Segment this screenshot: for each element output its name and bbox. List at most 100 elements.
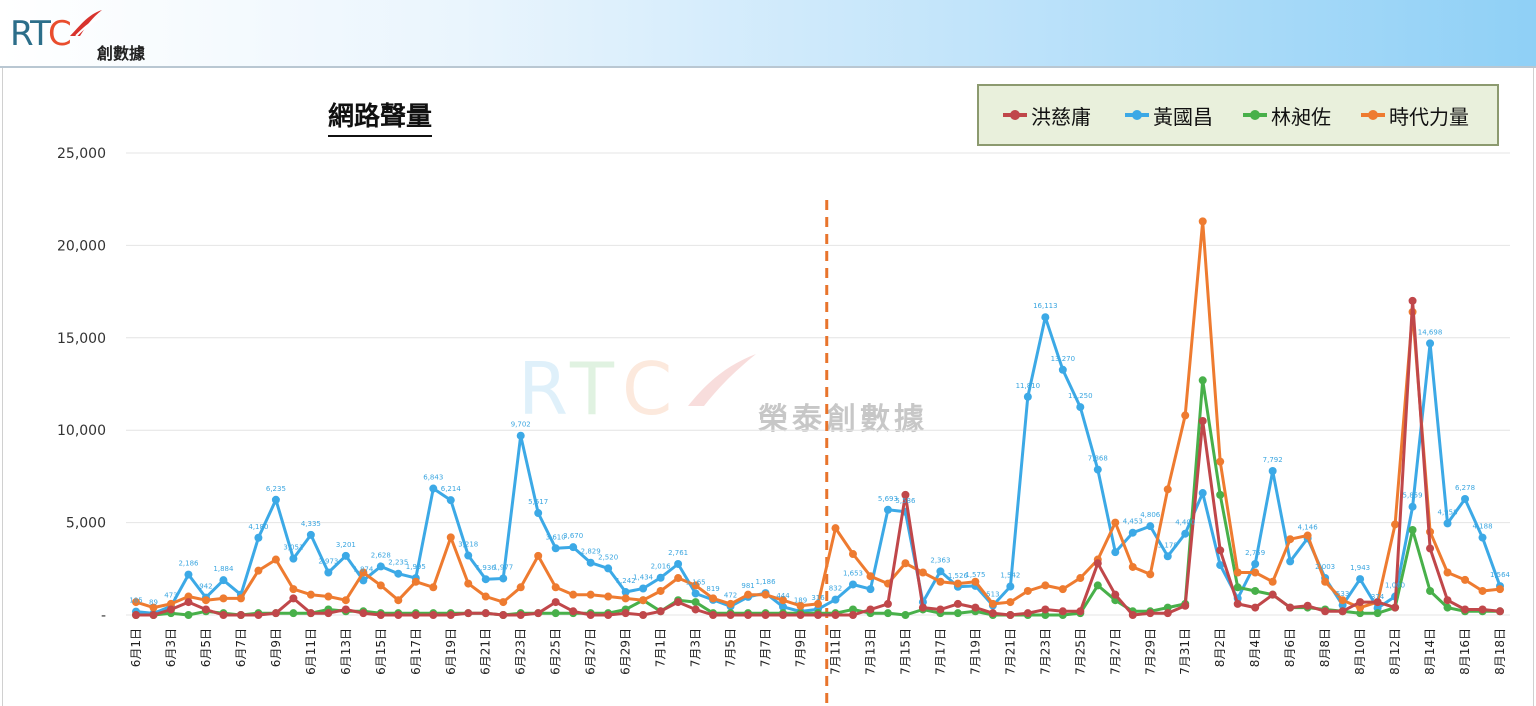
data-point-0 [1058, 607, 1067, 616]
data-point-0 [709, 611, 718, 619]
data-label: 4,958 [1438, 508, 1458, 516]
legend-marker-icon [1003, 110, 1027, 120]
data-point-1 [1408, 502, 1417, 511]
data-point-0 [691, 605, 700, 614]
data-label: 4,335 [301, 520, 321, 528]
data-point-0 [1111, 590, 1120, 599]
y-tick-label: 5,000 [66, 516, 106, 532]
data-point-3 [918, 568, 927, 577]
data-label: 1,542 [1000, 572, 1020, 580]
data-point-3 [166, 599, 175, 608]
x-tick-label: 7月5日 [724, 628, 738, 667]
data-point-2 [953, 609, 962, 618]
data-point-0 [866, 605, 875, 614]
data-point-3 [1391, 520, 1400, 529]
legend-item: 黃國昌 [1125, 86, 1213, 144]
data-label: 533 [1336, 590, 1349, 598]
data-point-3 [866, 572, 875, 581]
data-point-2 [1443, 603, 1452, 612]
data-point-3 [1251, 568, 1260, 577]
data-point-2 [883, 609, 892, 618]
data-point-2 [1093, 581, 1102, 590]
data-point-0 [149, 611, 158, 619]
data-point-2 [1426, 586, 1435, 595]
data-label: 1,000 [1385, 582, 1405, 590]
legend-label: 林昶佐 [1271, 104, 1331, 129]
data-label: 16,113 [1033, 302, 1058, 310]
data-point-1 [848, 580, 857, 589]
data-point-1 [1251, 560, 1260, 569]
x-tick-label: 7月15日 [898, 628, 912, 675]
data-point-3 [569, 590, 578, 599]
data-point-3 [516, 583, 525, 592]
y-tick-label: 20,000 [57, 238, 106, 254]
x-tick-label: 6月7日 [234, 628, 248, 667]
data-point-1 [656, 573, 665, 582]
data-point-0 [1216, 546, 1225, 555]
data-point-0 [1443, 596, 1452, 605]
data-point-1 [1093, 465, 1102, 474]
data-point-3 [1041, 581, 1050, 590]
x-tick-label: 7月11日 [828, 628, 842, 675]
data-point-3 [149, 603, 158, 612]
data-point-1 [219, 576, 228, 585]
data-point-3 [831, 524, 840, 533]
data-point-1 [1006, 582, 1015, 591]
data-point-0 [918, 603, 927, 612]
data-point-1 [639, 584, 648, 593]
data-label: 2,016 [651, 563, 672, 571]
data-point-1 [1163, 552, 1172, 561]
data-label: 3,610 [546, 533, 566, 541]
data-label: 185 [129, 597, 142, 605]
x-tick-label: 6月1日 [129, 628, 143, 667]
data-label: 2,520 [598, 553, 618, 561]
data-point-3 [656, 586, 665, 595]
data-label: 189 [794, 597, 807, 605]
header-bar: RTC 創數據 [0, 0, 1536, 68]
data-point-1 [569, 543, 578, 552]
x-tick-label: 6月3日 [164, 628, 178, 667]
data-point-0 [534, 609, 543, 618]
data-label: 2,759 [1245, 549, 1265, 557]
data-point-1 [1426, 339, 1435, 348]
data-point-0 [1321, 607, 1330, 616]
data-point-0 [761, 611, 770, 619]
data-point-1 [394, 569, 403, 578]
data-point-0 [1163, 609, 1172, 618]
y-tick-label: - [101, 608, 106, 624]
data-label: 444 [776, 592, 790, 600]
data-label: 7,868 [1088, 455, 1108, 463]
watermark-logo: R T C [518, 346, 758, 431]
data-point-3 [499, 598, 508, 607]
data-point-3 [621, 594, 630, 603]
x-tick-label: 7月21日 [1003, 628, 1017, 675]
data-point-3 [1461, 575, 1470, 584]
legend-label: 洪慈庸 [1031, 104, 1091, 129]
legend-marker-icon [1361, 110, 1385, 120]
x-tick-label: 6月5日 [199, 628, 213, 667]
data-label: 2,186 [178, 560, 199, 568]
watermark-text: 榮泰創數據 [758, 402, 928, 437]
data-point-0 [132, 611, 140, 619]
data-point-3 [1146, 570, 1155, 579]
x-tick-label: 8月8日 [1318, 628, 1332, 667]
data-point-1 [674, 559, 683, 568]
x-tick-label: 7月23日 [1038, 628, 1052, 675]
data-point-3 [1076, 574, 1085, 583]
data-point-1 [254, 533, 263, 542]
data-point-3 [744, 590, 753, 599]
data-point-1 [306, 530, 315, 539]
data-point-0 [254, 611, 263, 619]
data-point-1 [1146, 522, 1155, 531]
data-point-3 [1198, 217, 1207, 226]
data-point-0 [201, 605, 210, 614]
data-point-0 [831, 611, 840, 619]
data-label: 3,051 [283, 544, 303, 552]
data-point-3 [534, 551, 543, 560]
svg-text:R: R [518, 347, 568, 426]
data-point-3 [1128, 562, 1137, 571]
data-point-2 [1041, 611, 1050, 619]
x-tick-label: 7月25日 [1073, 628, 1087, 675]
x-tick-label: 7月13日 [863, 628, 877, 675]
x-tick-label: 7月1日 [654, 628, 668, 667]
